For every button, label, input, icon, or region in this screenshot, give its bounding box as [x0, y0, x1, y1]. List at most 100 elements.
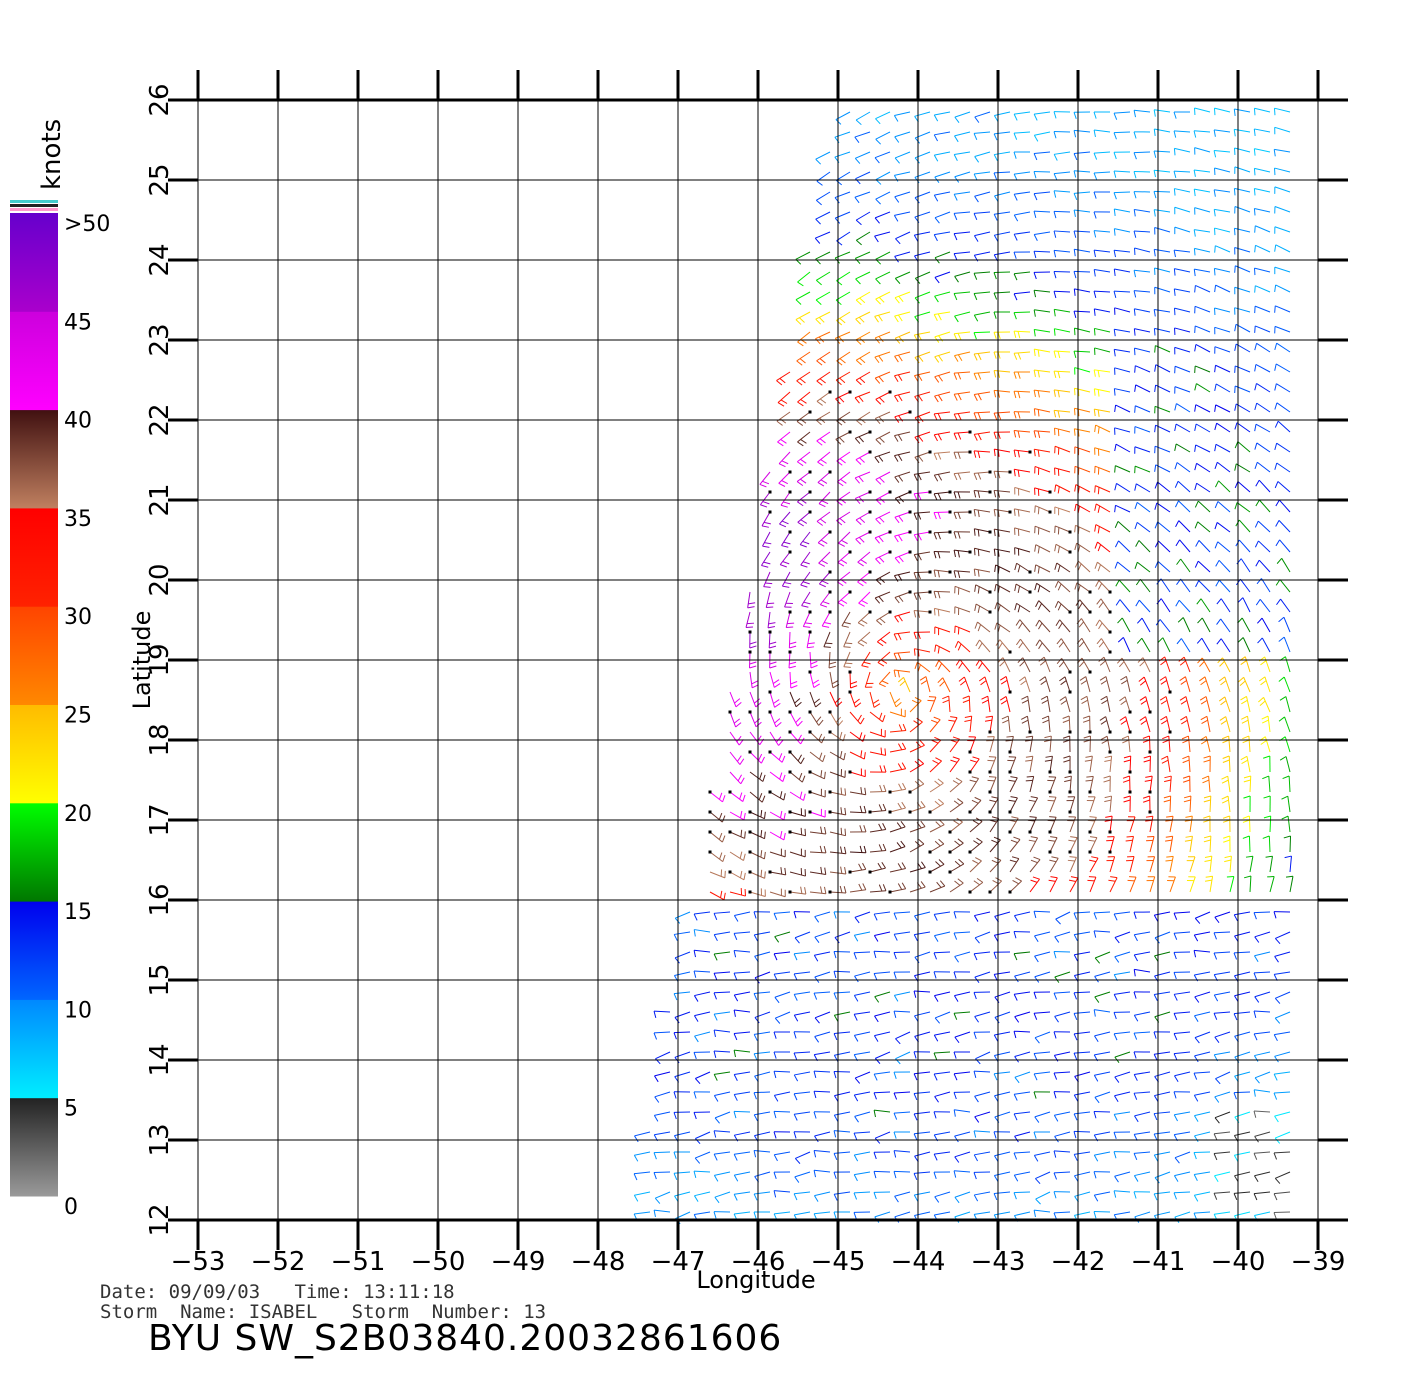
- wind-barb: [853, 1171, 871, 1182]
- barb-feather: [1214, 365, 1216, 373]
- barb-shaft: [914, 1211, 931, 1217]
- barb-shaft: [974, 547, 991, 553]
- barb-feather: [1094, 524, 1097, 532]
- wind-barb: [994, 991, 1011, 1004]
- barb-shaft: [1057, 580, 1071, 593]
- barb-feather: [973, 412, 977, 420]
- wind-barb: [954, 1191, 971, 1204]
- wind-barb: [1047, 796, 1057, 813]
- wind-barb: [759, 490, 772, 508]
- wind-barb: [894, 271, 911, 284]
- barb-feather: [787, 622, 795, 625]
- barb-shaft: [974, 1191, 991, 1196]
- wind-barb: [1034, 487, 1052, 496]
- wind-barb: [1215, 579, 1231, 593]
- barb-feather: [858, 395, 864, 403]
- barb-feather: [836, 520, 843, 526]
- barb-feather: [802, 540, 810, 545]
- barb-feather: [1039, 660, 1046, 666]
- wind-barb: [799, 531, 811, 548]
- barb-feather: [815, 338, 821, 345]
- barb-shaft: [909, 721, 923, 733]
- barb-feather: [1011, 816, 1019, 819]
- wind-barb: [1173, 1191, 1191, 1200]
- barb-feather: [898, 615, 903, 622]
- barb-feather: [973, 1070, 977, 1079]
- barb-feather: [1185, 815, 1193, 818]
- barb-feather: [1013, 411, 1017, 419]
- barb-shaft: [855, 271, 871, 280]
- wind-barb: [909, 739, 925, 753]
- barb-feather: [1060, 700, 1067, 705]
- barb-feather: [897, 633, 902, 641]
- barb-shaft: [894, 531, 911, 537]
- barb-feather: [880, 638, 887, 644]
- barb-feather: [723, 892, 726, 900]
- wind-barb: [1154, 1071, 1171, 1083]
- wind-barb: [693, 1091, 711, 1099]
- rain-flag-marker: [908, 490, 912, 494]
- barb-shaft: [779, 511, 791, 525]
- barb-shaft: [775, 1011, 791, 1019]
- wind-barb: [854, 971, 871, 983]
- barb-feather: [934, 395, 939, 403]
- barb-feather: [748, 602, 756, 605]
- barb-shaft: [864, 671, 871, 688]
- barb-feather: [875, 278, 881, 285]
- wind-barb: [875, 490, 892, 505]
- wind-barb: [809, 886, 827, 895]
- wind-barb: [1054, 506, 1071, 516]
- barb-feather: [877, 662, 885, 667]
- barb-feather: [1125, 839, 1133, 842]
- wind-barb: [981, 695, 991, 713]
- barb-feather: [1183, 799, 1191, 803]
- wind-barb: [1108, 876, 1118, 893]
- barb-feather: [839, 377, 846, 384]
- barb-shaft: [634, 1131, 651, 1137]
- barb-feather: [784, 867, 787, 875]
- barb-shaft: [914, 431, 931, 438]
- barb-shaft: [1038, 600, 1051, 613]
- barb-shaft: [674, 1011, 691, 1018]
- barb-shaft: [1280, 598, 1291, 613]
- barb-feather: [1014, 584, 1017, 592]
- barb-feather: [1033, 290, 1037, 298]
- barb-feather: [1035, 619, 1040, 627]
- barb-feather: [859, 377, 866, 384]
- wind-barb: [953, 1011, 971, 1020]
- barb-feather: [714, 1196, 720, 1204]
- barb-shaft: [1054, 1131, 1071, 1137]
- barb-shaft: [1103, 656, 1111, 673]
- wind-barb: [854, 1111, 871, 1123]
- wind-barb: [1243, 775, 1252, 793]
- wind-barb: [868, 861, 886, 874]
- rain-flag-marker: [1008, 890, 1012, 894]
- wind-barb: [853, 951, 871, 960]
- rain-flag-marker: [988, 810, 992, 814]
- barb-shaft: [1054, 506, 1071, 513]
- barb-feather: [1073, 271, 1077, 279]
- wind-barb: [693, 911, 711, 921]
- barb-feather: [1038, 642, 1043, 650]
- barb-feather: [901, 742, 907, 750]
- barb-shaft: [1216, 461, 1231, 473]
- barb-shaft: [973, 331, 991, 334]
- barb-feather: [653, 1172, 657, 1180]
- barb-feather: [972, 820, 980, 825]
- barb-feather: [1274, 481, 1279, 489]
- wind-barb: [814, 971, 831, 983]
- wind-barb: [893, 1111, 911, 1120]
- wind-barb: [1273, 1031, 1291, 1042]
- barb-shaft: [1069, 776, 1072, 793]
- barb-feather: [969, 779, 977, 783]
- barb-feather: [673, 1173, 678, 1180]
- barb-shaft: [934, 911, 951, 915]
- barb-feather: [1234, 481, 1239, 489]
- wind-barb: [1265, 855, 1273, 873]
- barb-feather: [768, 622, 776, 625]
- barb-shaft: [789, 731, 802, 745]
- barb-feather: [1133, 954, 1139, 962]
- barb-feather: [793, 911, 797, 919]
- barb-feather: [776, 736, 782, 743]
- barb-feather: [1053, 1091, 1057, 1099]
